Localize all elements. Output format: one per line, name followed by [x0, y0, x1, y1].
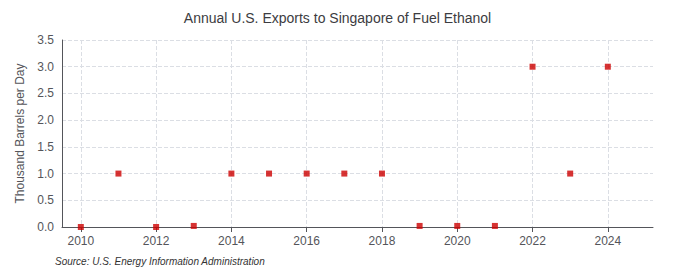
svg-text:2024: 2024: [594, 234, 621, 248]
svg-text:Thousand Barrels per Day: Thousand Barrels per Day: [13, 63, 27, 203]
svg-text:1.0: 1.0: [37, 167, 54, 181]
svg-text:3.5: 3.5: [37, 33, 54, 47]
svg-text:2018: 2018: [369, 234, 396, 248]
svg-text:2.0: 2.0: [37, 113, 54, 127]
svg-text:1.5: 1.5: [37, 140, 54, 154]
svg-text:3.0: 3.0: [37, 60, 54, 74]
svg-text:2012: 2012: [143, 234, 170, 248]
svg-text:2010: 2010: [67, 234, 94, 248]
svg-text:2014: 2014: [218, 234, 245, 248]
svg-text:0.5: 0.5: [37, 193, 54, 207]
svg-text:2022: 2022: [519, 234, 546, 248]
svg-text:Annual U.S. Exports to Singapo: Annual U.S. Exports to Singapore of Fuel…: [184, 10, 491, 26]
svg-text:2020: 2020: [444, 234, 471, 248]
svg-text:2016: 2016: [293, 234, 320, 248]
svg-text:0.0: 0.0: [37, 220, 54, 234]
svg-text:2.5: 2.5: [37, 86, 54, 100]
svg-text:Source: U.S. Energy Informatio: Source: U.S. Energy Information Administ…: [55, 256, 265, 267]
